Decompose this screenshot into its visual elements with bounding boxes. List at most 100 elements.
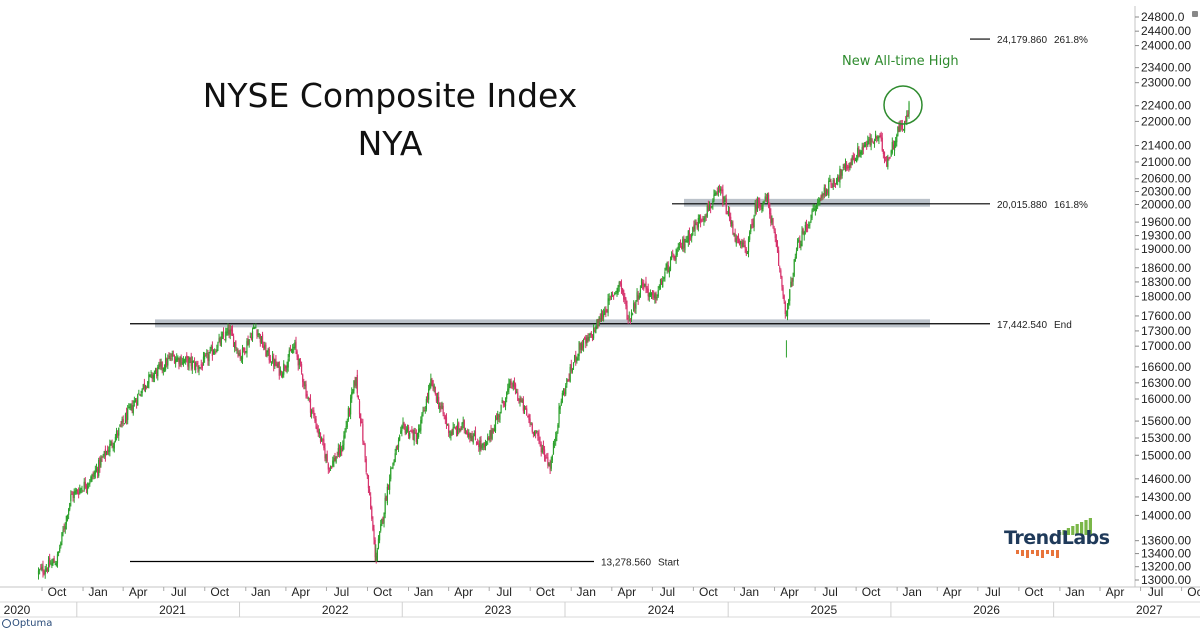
candle-body [289,348,292,352]
candle-body [62,530,64,533]
candle-body [730,216,732,224]
candle-body [735,238,737,244]
candle-body [490,429,492,437]
candle-body [669,259,672,271]
candle-body [139,394,141,396]
candle-body [829,179,831,182]
candle-body [222,331,225,338]
candle-body [558,406,560,424]
candle-body [737,236,740,242]
candle-body [331,466,333,469]
y-tick-label: 24800.0 [1141,10,1185,24]
candle-body [136,400,138,405]
candle-body [831,186,833,189]
candle-body [56,554,59,564]
candle-body [355,377,357,386]
candle-body [843,164,845,169]
candle-body [682,239,684,249]
candle-body [529,418,531,425]
candle-body [315,418,317,428]
candle-body [863,144,866,148]
candle-body [344,430,346,438]
candle-body [766,194,769,200]
candle-body [588,336,590,341]
y-tick-label: 16300.00 [1141,376,1191,390]
candle-body [659,279,662,288]
candle-body [830,181,832,185]
candle-body [431,381,433,383]
candle-body [638,295,640,299]
candle-body [626,305,628,320]
candle-body [852,155,854,161]
candle-body [406,427,409,431]
candle-body [645,281,647,289]
candle-body [885,156,887,159]
candle-body [115,431,118,438]
candle-body [818,200,820,203]
x-tick-label: Oct [210,585,229,599]
candle-body [492,428,494,433]
candle-body [639,289,642,298]
candle-body [812,208,814,210]
candle-body [55,563,57,566]
candle-body [871,140,873,142]
candle-body [512,381,514,387]
candle-body [649,293,652,296]
candle-body [494,419,497,432]
candle-body [747,238,750,253]
candle-body [802,229,804,234]
candle-body [762,203,764,209]
candle-body [237,350,239,357]
candle-body [205,354,207,356]
candle-body [561,393,563,403]
candle-body [86,485,89,490]
level-value: 24,179.860 [997,35,1047,46]
candle-body [536,431,538,432]
x-tick-label: Jul [660,585,675,599]
candle-body [341,448,343,453]
candle-body [794,257,796,262]
candle-body [151,374,153,379]
candle-body [367,475,370,489]
candle-body [73,491,75,499]
candle-body [305,384,307,397]
candle-body [395,446,397,451]
x-tick-label: Apr [292,585,311,599]
candle-body [362,423,364,442]
candle-body [526,408,528,415]
candle-body [663,277,665,280]
candle-body [345,425,347,430]
candle-body [753,215,755,228]
candle-body [882,149,884,154]
y-tick-label: 14000.00 [1141,508,1191,522]
candle-body [256,329,258,336]
candle-body [580,343,582,351]
candle-body [394,453,396,463]
candle-body [654,293,656,299]
candle-body [421,414,423,421]
x-tick-label: Jan [902,585,921,599]
candle-body [46,569,49,571]
candle-body [318,431,320,435]
candle-body [859,152,861,155]
candle-body [190,356,192,367]
level-label: Start [658,558,679,569]
candle-body [352,389,354,393]
candle-body [76,490,79,493]
candle-body [736,236,738,239]
logo-bar-orange [1056,550,1059,558]
candle-body [220,336,222,346]
candle-body [134,401,137,403]
candle-body [644,283,646,287]
x-tick-label: Oct [48,585,67,599]
candle-body [334,456,336,462]
candle-body [112,446,114,447]
candle-body [881,137,883,151]
candle-body [94,470,96,474]
candle-body [686,240,688,243]
candle-body [450,432,452,436]
level-value: 13,278.560 [601,558,651,569]
candle-body [815,205,818,209]
candle-body [643,283,645,289]
candle-body [733,234,735,236]
